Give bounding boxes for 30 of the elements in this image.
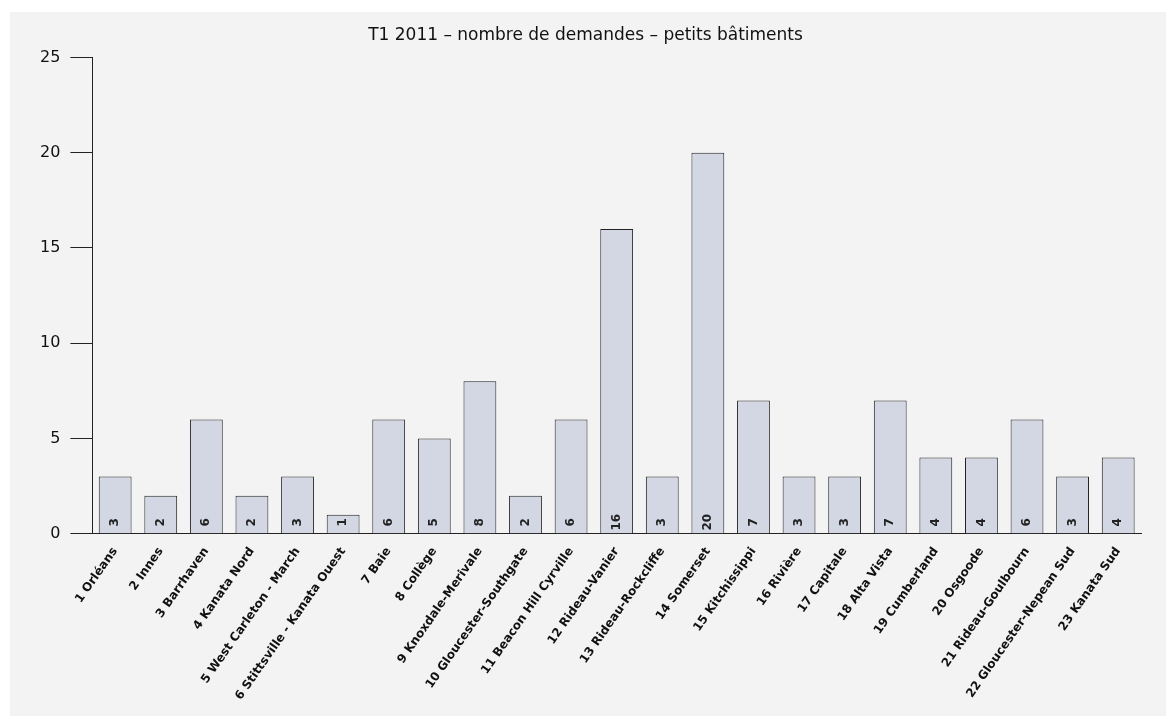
data-label: 7 [745,518,760,527]
y-tick-label: 0 [50,522,61,542]
data-label: 2 [152,518,167,527]
data-label: 3 [654,518,669,527]
y-tick-label: 25 [40,46,61,66]
y-tick-label: 10 [40,332,61,352]
data-label: 2 [517,518,532,527]
data-label: 3 [836,518,851,527]
data-label: 3 [107,518,122,527]
y-tick-label: 5 [50,427,61,447]
data-label: 5 [426,518,441,527]
data-label: 4 [927,518,942,527]
data-label: 3 [289,518,304,527]
data-label: 16 [608,513,623,531]
data-label: 2 [244,518,259,527]
data-label: 7 [882,518,897,527]
data-label: 4 [973,518,988,527]
y-tick-label: 20 [40,141,61,161]
chart-title: T1 2011 – nombre de demandes – petits bâtiments [367,23,803,44]
data-label: 6 [380,518,395,527]
data-label: 3 [791,518,806,527]
data-label: 6 [563,518,578,527]
y-tick-label: 15 [40,237,61,257]
data-label: 6 [198,518,213,527]
data-label: 6 [1019,518,1034,527]
data-label: 8 [472,518,487,527]
data-label: 4 [1110,518,1125,527]
data-label: 20 [699,513,714,531]
data-label: 3 [1064,518,1079,527]
data-label: 1 [335,518,350,527]
